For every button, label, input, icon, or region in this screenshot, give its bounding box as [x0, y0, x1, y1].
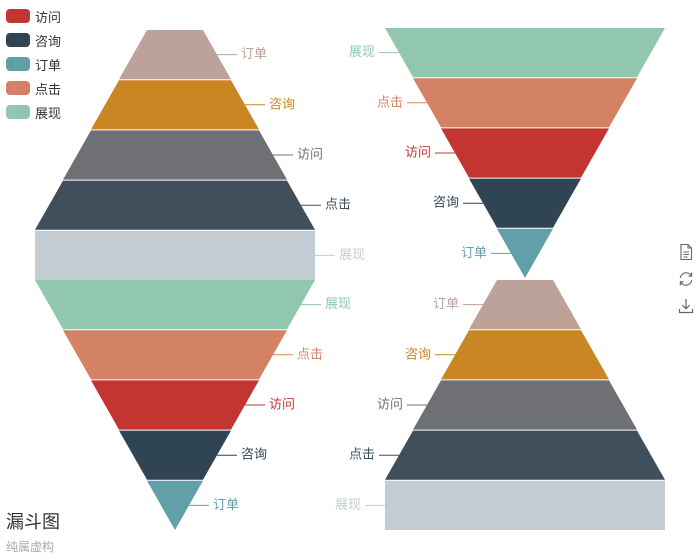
funnel4-segment-visit[interactable] [413, 380, 637, 430]
legend-item-order[interactable]: 订单 [6, 52, 61, 76]
legend-label-consult: 咨询 [35, 34, 62, 50]
funnel1-segment-order[interactable] [119, 30, 231, 80]
legend-label-impression: 展现 [35, 106, 62, 122]
funnel2-segment-click[interactable] [63, 330, 287, 380]
funnel2-label-impression: 展现 [325, 297, 351, 312]
funnel1-label-click: 点击 [325, 198, 351, 213]
funnel3-segment-impression[interactable] [385, 28, 665, 78]
funnel2-label-consult: 咨询 [241, 448, 267, 463]
funnel1-segment-click[interactable] [35, 180, 315, 230]
legend-label-visit: 访问 [35, 10, 62, 26]
funnel4-label-visit: 访问 [377, 398, 403, 413]
funnel1-segment-visit[interactable] [63, 130, 287, 180]
funnel2-label-click: 点击 [297, 347, 323, 362]
funnel2-segment-order[interactable] [147, 480, 203, 530]
funnel4-label-order: 订单 [433, 297, 459, 312]
funnel1-label-visit: 访问 [297, 148, 323, 163]
funnel1-label-consult: 咨询 [269, 97, 295, 112]
funnel3-label-click: 点击 [377, 95, 403, 110]
legend-swatch-order [6, 57, 30, 71]
funnel4-label-click: 点击 [349, 448, 375, 463]
funnel3-segment-visit[interactable] [441, 128, 609, 178]
chart-subtitle: 纯属虚构 [6, 540, 55, 554]
funnel4-segment-click[interactable] [385, 430, 665, 480]
funnel3-label-consult: 咨询 [433, 196, 459, 211]
funnel3-label-order: 订单 [461, 246, 487, 261]
funnel1-label-impression: 展现 [339, 248, 365, 263]
funnel2-segment-impression[interactable] [35, 280, 315, 330]
funnel3-segment-consult[interactable] [469, 178, 581, 228]
funnel4-segment-impression[interactable] [385, 480, 665, 530]
funnel3-label-impression: 展现 [349, 45, 375, 60]
funnel4-segment-order[interactable] [469, 280, 581, 330]
legend-item-click[interactable]: 点击 [6, 76, 61, 100]
legend-item-impression[interactable]: 展现 [6, 100, 61, 124]
funnel1-segment-consult[interactable] [91, 80, 259, 130]
save-image-icon[interactable] [677, 297, 695, 315]
legend-swatch-impression [6, 105, 30, 119]
funnel1-segment-impression[interactable] [35, 230, 315, 280]
funnel3-segment-click[interactable] [413, 78, 637, 128]
legend-label-order: 订单 [35, 58, 62, 74]
funnel4-label-consult: 咨询 [405, 347, 431, 362]
restore-icon[interactable] [677, 270, 695, 288]
funnel2-label-visit: 访问 [269, 398, 295, 413]
funnel2-segment-consult[interactable] [119, 430, 231, 480]
funnel2-label-order: 订单 [213, 498, 239, 513]
funnel4-segment-consult[interactable] [441, 330, 609, 380]
funnel2-segment-visit[interactable] [91, 380, 259, 430]
legend-swatch-visit [6, 9, 30, 23]
legend-item-consult[interactable]: 咨询 [6, 28, 61, 52]
funnel4-label-impression: 展现 [335, 498, 361, 513]
legend-swatch-click [6, 81, 30, 95]
toolbox [677, 243, 695, 324]
legend-item-visit[interactable]: 访问 [6, 4, 61, 28]
legend: 访问 咨询 订单 点击 展现 [6, 4, 61, 124]
funnel3-label-visit: 访问 [405, 146, 431, 161]
legend-label-click: 点击 [35, 82, 62, 98]
data-view-icon[interactable] [677, 243, 695, 261]
chart-title: 漏斗图 [6, 512, 60, 533]
legend-swatch-consult [6, 33, 30, 47]
funnel1-label-order: 订单 [241, 47, 267, 62]
funnel3-segment-order[interactable] [497, 228, 553, 278]
